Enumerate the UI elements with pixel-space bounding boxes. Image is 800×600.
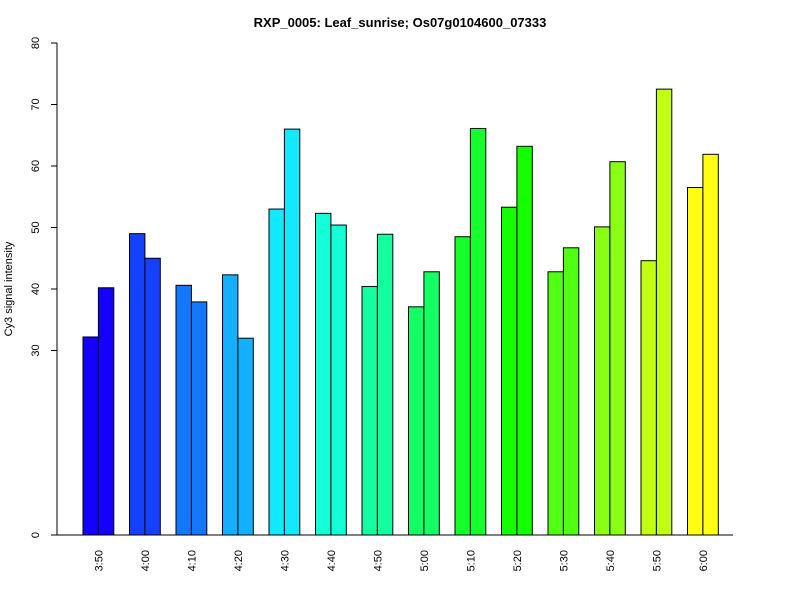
bar — [609, 161, 626, 536]
x-tick-label: 5:00 — [419, 550, 431, 571]
y-tick-label: 50 — [30, 221, 42, 233]
x-tick-label: 5:10 — [465, 550, 477, 571]
x-tick-label: 4:30 — [279, 550, 291, 571]
bar — [594, 226, 611, 536]
bar — [501, 206, 518, 536]
bar — [469, 127, 487, 536]
y-axis: 0 30 40 50 60 70 80 — [30, 37, 58, 538]
bar — [330, 224, 347, 536]
y-tick-label: 40 — [30, 283, 42, 295]
bar — [268, 208, 285, 536]
x-tick-label: 3:50 — [93, 550, 105, 571]
bar — [315, 212, 332, 536]
chart-title: RXP_0005: Leaf_sunrise; Os07g0104600_073… — [254, 15, 547, 30]
bar — [129, 233, 146, 536]
bar — [283, 128, 301, 536]
bar — [516, 145, 533, 536]
x-tick-label: 4:40 — [326, 550, 338, 571]
bar — [562, 247, 580, 536]
bar — [408, 306, 425, 536]
x-tick-label: 4:10 — [186, 550, 198, 571]
x-tick-label: 5:20 — [512, 550, 524, 571]
y-tick-label: 0 — [30, 532, 42, 538]
x-axis: 3:50 4:00 4:10 4:20 4:30 4:40 4:50 5:00 5:10 5:20… — [57, 534, 733, 571]
bar — [547, 271, 564, 536]
y-tick-label: 30 — [30, 344, 42, 356]
bar — [702, 153, 719, 536]
x-tick-label: 4:00 — [140, 550, 152, 571]
bar — [222, 274, 239, 536]
bar — [640, 260, 657, 536]
bar — [175, 284, 192, 536]
x-tick-label: 5:40 — [605, 550, 617, 571]
bar — [376, 233, 394, 536]
bar — [82, 336, 99, 536]
x-tick-label: 5:50 — [651, 550, 663, 571]
y-axis-label: Cy3 signal intensity — [3, 241, 15, 336]
bar — [454, 236, 471, 536]
bars-group — [82, 88, 719, 536]
bar — [97, 287, 115, 536]
bar — [237, 337, 254, 536]
bar — [361, 286, 378, 536]
bar — [144, 257, 161, 536]
bar — [190, 301, 208, 536]
bar — [687, 187, 704, 536]
bar — [423, 271, 440, 536]
x-tick-label: 4:20 — [233, 550, 245, 571]
y-tick-label: 60 — [30, 160, 42, 172]
y-tick-label: 80 — [30, 37, 42, 49]
x-tick-label: 6:00 — [698, 550, 710, 571]
y-tick-label: 70 — [30, 98, 42, 110]
bar — [655, 88, 673, 536]
x-tick-label: 5:30 — [558, 550, 570, 571]
x-tick-label: 4:50 — [372, 550, 384, 571]
